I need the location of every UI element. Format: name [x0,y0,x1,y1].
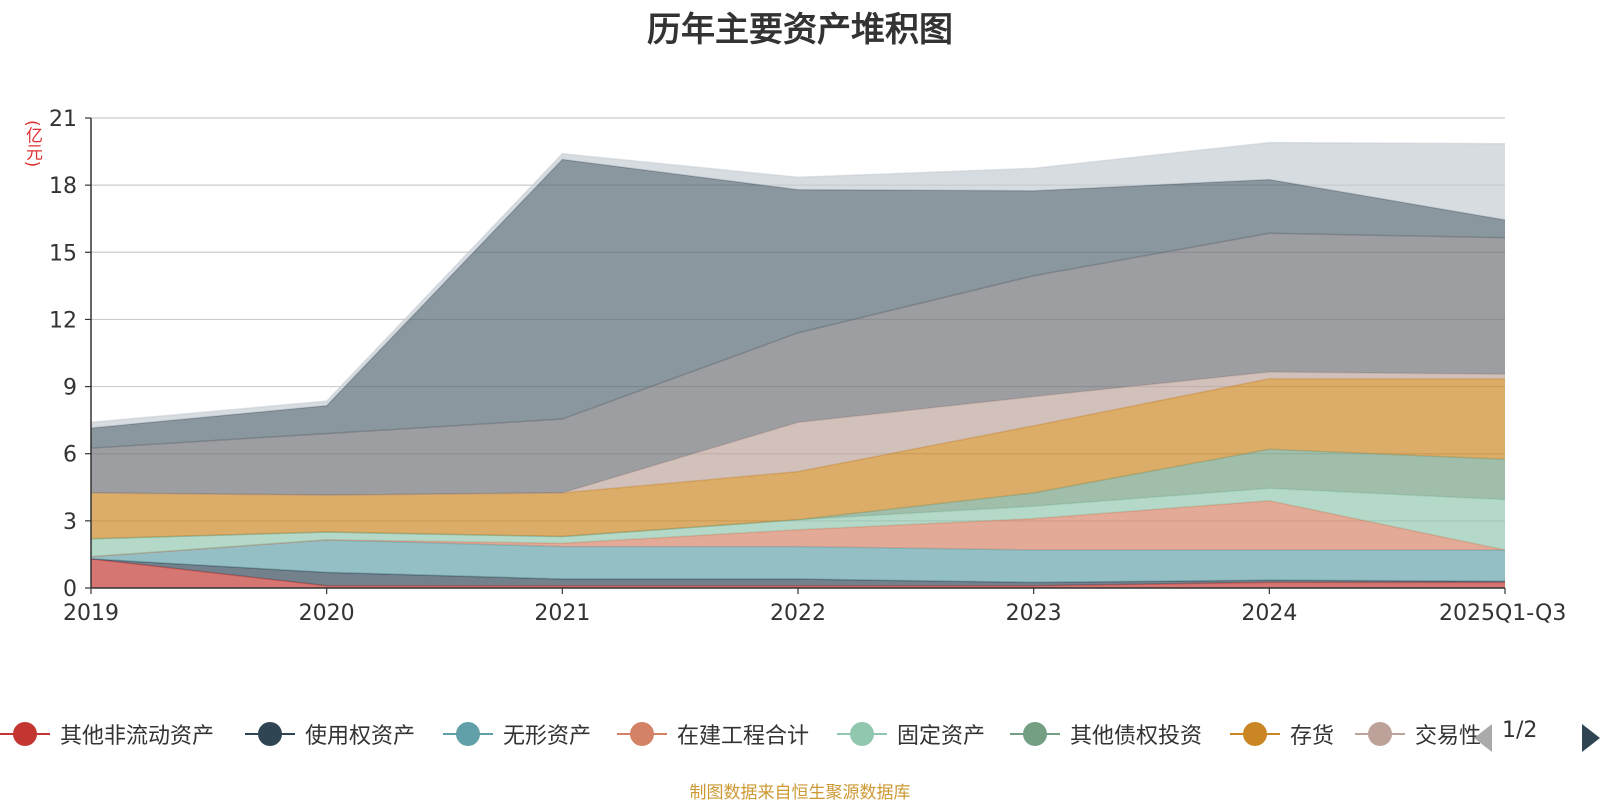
legend-item-6[interactable]: 存货 [1230,716,1334,752]
chart-title: 历年主要资产堆积图 [647,10,953,50]
legend-label: 存货 [1290,724,1335,749]
legend-item-7[interactable]: 交易性金融资产 [1355,716,1482,752]
area-series-1 [91,558,1505,586]
axes: 0 3 6 9 12 15 18 21 2019 2020 2021 2022 2023 2024 2025… [49,107,1566,626]
x-tick-label-5: 2024 [1241,601,1297,626]
legend-page-indicator: 1/2 [1502,718,1538,743]
legend-marker-icon [1230,716,1280,752]
area-series-7 [91,372,1505,496]
area-series-line-0 [90,558,1505,587]
legend-item-1[interactable]: 使用权资产 [245,716,415,752]
legend-marker-icon [443,716,493,752]
legend-item-0[interactable]: 其他非流动资产 [0,716,214,752]
legend-prev-page-button[interactable] [1474,724,1492,752]
x-tick-label-1: 2020 [299,601,355,626]
area-series-line-10 [90,141,1506,424]
x-tick-label-6: 2025Q1-Q3 [1439,601,1566,626]
data-source-note: 制图数据来自恒生聚源数据库 [689,783,911,803]
legend-items: 其他非流动资产 使用权资产 无形资产 在建工程合计 固定资产 其他债权投资 存货 交易性金融资… [0,716,1482,752]
area-series-8 [91,233,1505,496]
legend-label: 交易性金融资产 [1415,724,1482,749]
x-tick-label-4: 2023 [1006,601,1062,626]
legend-item-5[interactable]: 其他债权投资 [1010,716,1202,752]
legend: 其他非流动资产 使用权资产 无形资产 在建工程合计 固定资产 其他债权投资 存货 交易性金融资… [0,716,1600,752]
y-tick-label-12: 12 [49,308,77,333]
y-tick-label-3: 3 [63,510,77,535]
y-axis-unit: (亿元) [22,120,42,168]
legend-next-page-button[interactable] [1582,724,1600,752]
stacked-area-chart: 0 3 6 9 12 15 18 21 2019 2020 2021 2022 2023 2024 2025… [49,107,1566,626]
legend-item-3[interactable]: 在建工程合计 [617,716,809,752]
y-tick-label-15: 15 [49,241,77,266]
x-tick-label-3: 2022 [770,601,826,626]
area-series-3 [91,500,1505,557]
area-series-9 [91,159,1505,449]
x-tick-label-0: 2019 [63,601,119,626]
area-series-6 [91,378,1505,539]
y-tick-label-0: 0 [63,577,77,602]
legend-marker-icon [1010,716,1060,752]
legend-label: 无形资产 [503,724,592,749]
x-tick-label-2: 2021 [534,601,590,626]
y-tick-label-18: 18 [49,174,77,199]
legend-marker-icon [245,716,295,752]
legend-label: 其他债权投资 [1070,724,1203,749]
y-tick-label-21: 21 [49,107,77,132]
area-series [90,141,1506,588]
y-tick-label-6: 6 [63,443,77,468]
legend-marker-icon [617,716,667,752]
y-tick-label-9: 9 [63,376,77,401]
area-series-4 [91,488,1505,557]
legend-marker-icon [837,716,887,752]
area-series-10 [91,142,1505,428]
legend-item-2[interactable]: 无形资产 [443,716,591,752]
legend-marker-icon [1355,716,1405,752]
legend-marker-icon [0,716,50,752]
legend-label: 其他非流动资产 [60,724,215,749]
legend-item-4[interactable]: 固定资产 [837,716,985,752]
legend-label: 固定资产 [897,724,986,749]
area-series-0 [91,558,1505,588]
legend-label: 在建工程合计 [677,724,810,749]
legend-label: 使用权资产 [305,724,416,749]
